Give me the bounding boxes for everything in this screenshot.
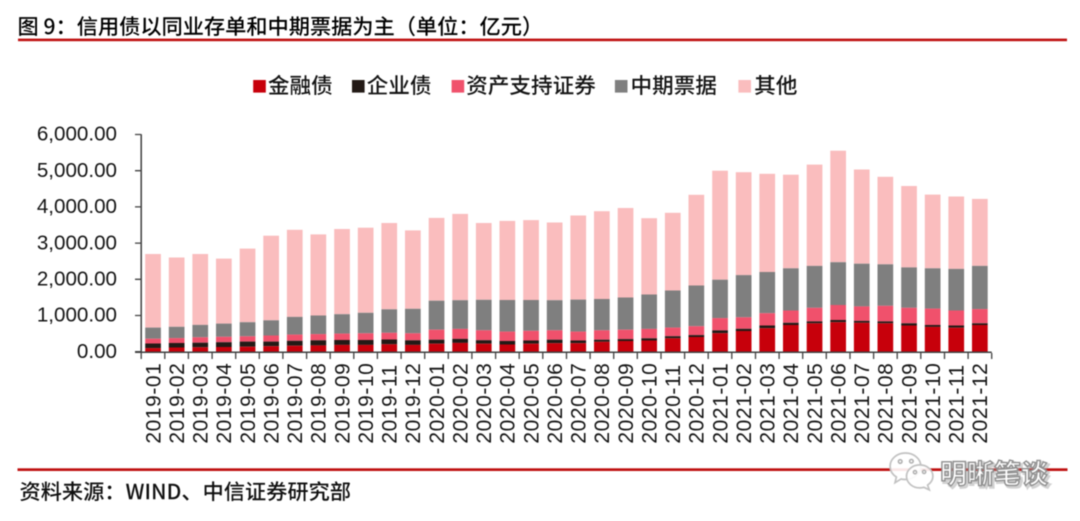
svg-text:2019-04: 2019-04: [213, 363, 236, 444]
svg-text:2020-06: 2020-06: [544, 363, 567, 444]
svg-text:1,000.00: 1,000.00: [37, 304, 117, 327]
svg-text:2021-02: 2021-02: [733, 363, 756, 444]
svg-text:2019-07: 2019-07: [284, 363, 307, 444]
svg-text:2019-10: 2019-10: [355, 363, 378, 444]
svg-text:2020-05: 2020-05: [520, 363, 543, 444]
svg-text:2020-07: 2020-07: [568, 363, 591, 444]
svg-text:2021-03: 2021-03: [757, 363, 780, 444]
svg-text:2020-09: 2020-09: [615, 363, 638, 444]
svg-text:2020-03: 2020-03: [473, 363, 496, 444]
svg-text:2019-06: 2019-06: [260, 363, 283, 444]
svg-text:2020-01: 2020-01: [426, 363, 449, 444]
svg-text:2021-01: 2021-01: [709, 363, 732, 444]
svg-text:2019-12: 2019-12: [402, 363, 425, 444]
svg-text:2020-10: 2020-10: [638, 363, 661, 444]
svg-text:2019-03: 2019-03: [190, 363, 213, 444]
svg-text:2020-11: 2020-11: [662, 364, 685, 443]
svg-text:2019-08: 2019-08: [308, 363, 331, 444]
svg-text:2019-02: 2019-02: [166, 363, 189, 444]
svg-text:2021-09: 2021-09: [898, 363, 921, 444]
svg-text:2020-04: 2020-04: [497, 363, 520, 444]
svg-text:5,000.00: 5,000.00: [37, 159, 117, 182]
svg-text:2019-05: 2019-05: [237, 363, 260, 444]
svg-text:2021-08: 2021-08: [875, 363, 898, 444]
svg-text:2021-05: 2021-05: [804, 363, 827, 444]
svg-text:2019-09: 2019-09: [331, 363, 354, 444]
svg-text:2,000.00: 2,000.00: [37, 268, 117, 291]
svg-text:2020-08: 2020-08: [591, 363, 614, 444]
svg-text:2019-11: 2019-11: [379, 364, 402, 443]
svg-text:3,000.00: 3,000.00: [37, 231, 117, 254]
svg-text:2019-01: 2019-01: [142, 363, 165, 444]
svg-text:2020-02: 2020-02: [449, 363, 472, 444]
svg-text:2020-12: 2020-12: [686, 363, 709, 444]
svg-text:2021-11: 2021-11: [946, 364, 969, 443]
svg-text:4,000.00: 4,000.00: [37, 195, 117, 218]
svg-text:2021-12: 2021-12: [969, 363, 992, 444]
svg-text:2021-07: 2021-07: [851, 363, 874, 444]
svg-text:2021-10: 2021-10: [922, 363, 945, 444]
svg-text:2021-04: 2021-04: [780, 363, 803, 444]
svg-text:0.00: 0.00: [77, 340, 117, 363]
svg-text:6,000.00: 6,000.00: [37, 123, 117, 146]
svg-text:2021-06: 2021-06: [827, 363, 850, 444]
